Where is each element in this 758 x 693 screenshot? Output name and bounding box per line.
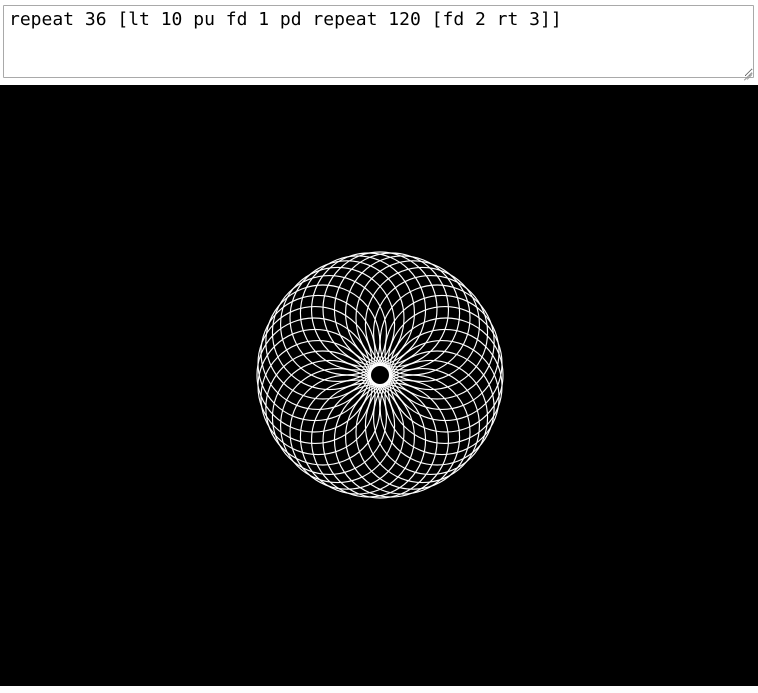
rosette-circle: [280, 367, 396, 484]
rosette-circle: [384, 339, 500, 456]
rosette-circle: [280, 266, 396, 383]
rosette-circle: [372, 359, 489, 475]
rosette-circle: [299, 255, 416, 371]
rosette-circle: [271, 359, 388, 475]
rosette-circle: [379, 284, 495, 400]
rosette-circle: [364, 367, 480, 484]
turtle-drawing: [0, 85, 758, 686]
rosette-circle: [299, 379, 416, 495]
rosette-circle: [289, 260, 405, 376]
rosette-circle: [260, 294, 376, 411]
rosette-circle: [384, 294, 500, 411]
rosette-circle: [265, 350, 381, 466]
rosette-circle: [372, 275, 489, 391]
window-bottom-strip: [0, 686, 758, 693]
rosette-circle: [333, 252, 450, 368]
rosette-circle: [387, 305, 503, 422]
turtle-canvas[interactable]: [0, 85, 758, 686]
rosette-circle: [271, 275, 388, 391]
center-hole: [371, 366, 389, 384]
spirograph-rosette: [256, 251, 504, 499]
rosette-circle: [344, 255, 461, 371]
command-editor-area: [0, 0, 758, 85]
rosette-circle: [260, 339, 376, 456]
rosette-circle: [355, 260, 471, 376]
rosette-circle: [344, 379, 461, 495]
rosette-circle: [364, 266, 480, 383]
logo-command-input[interactable]: [3, 5, 754, 78]
